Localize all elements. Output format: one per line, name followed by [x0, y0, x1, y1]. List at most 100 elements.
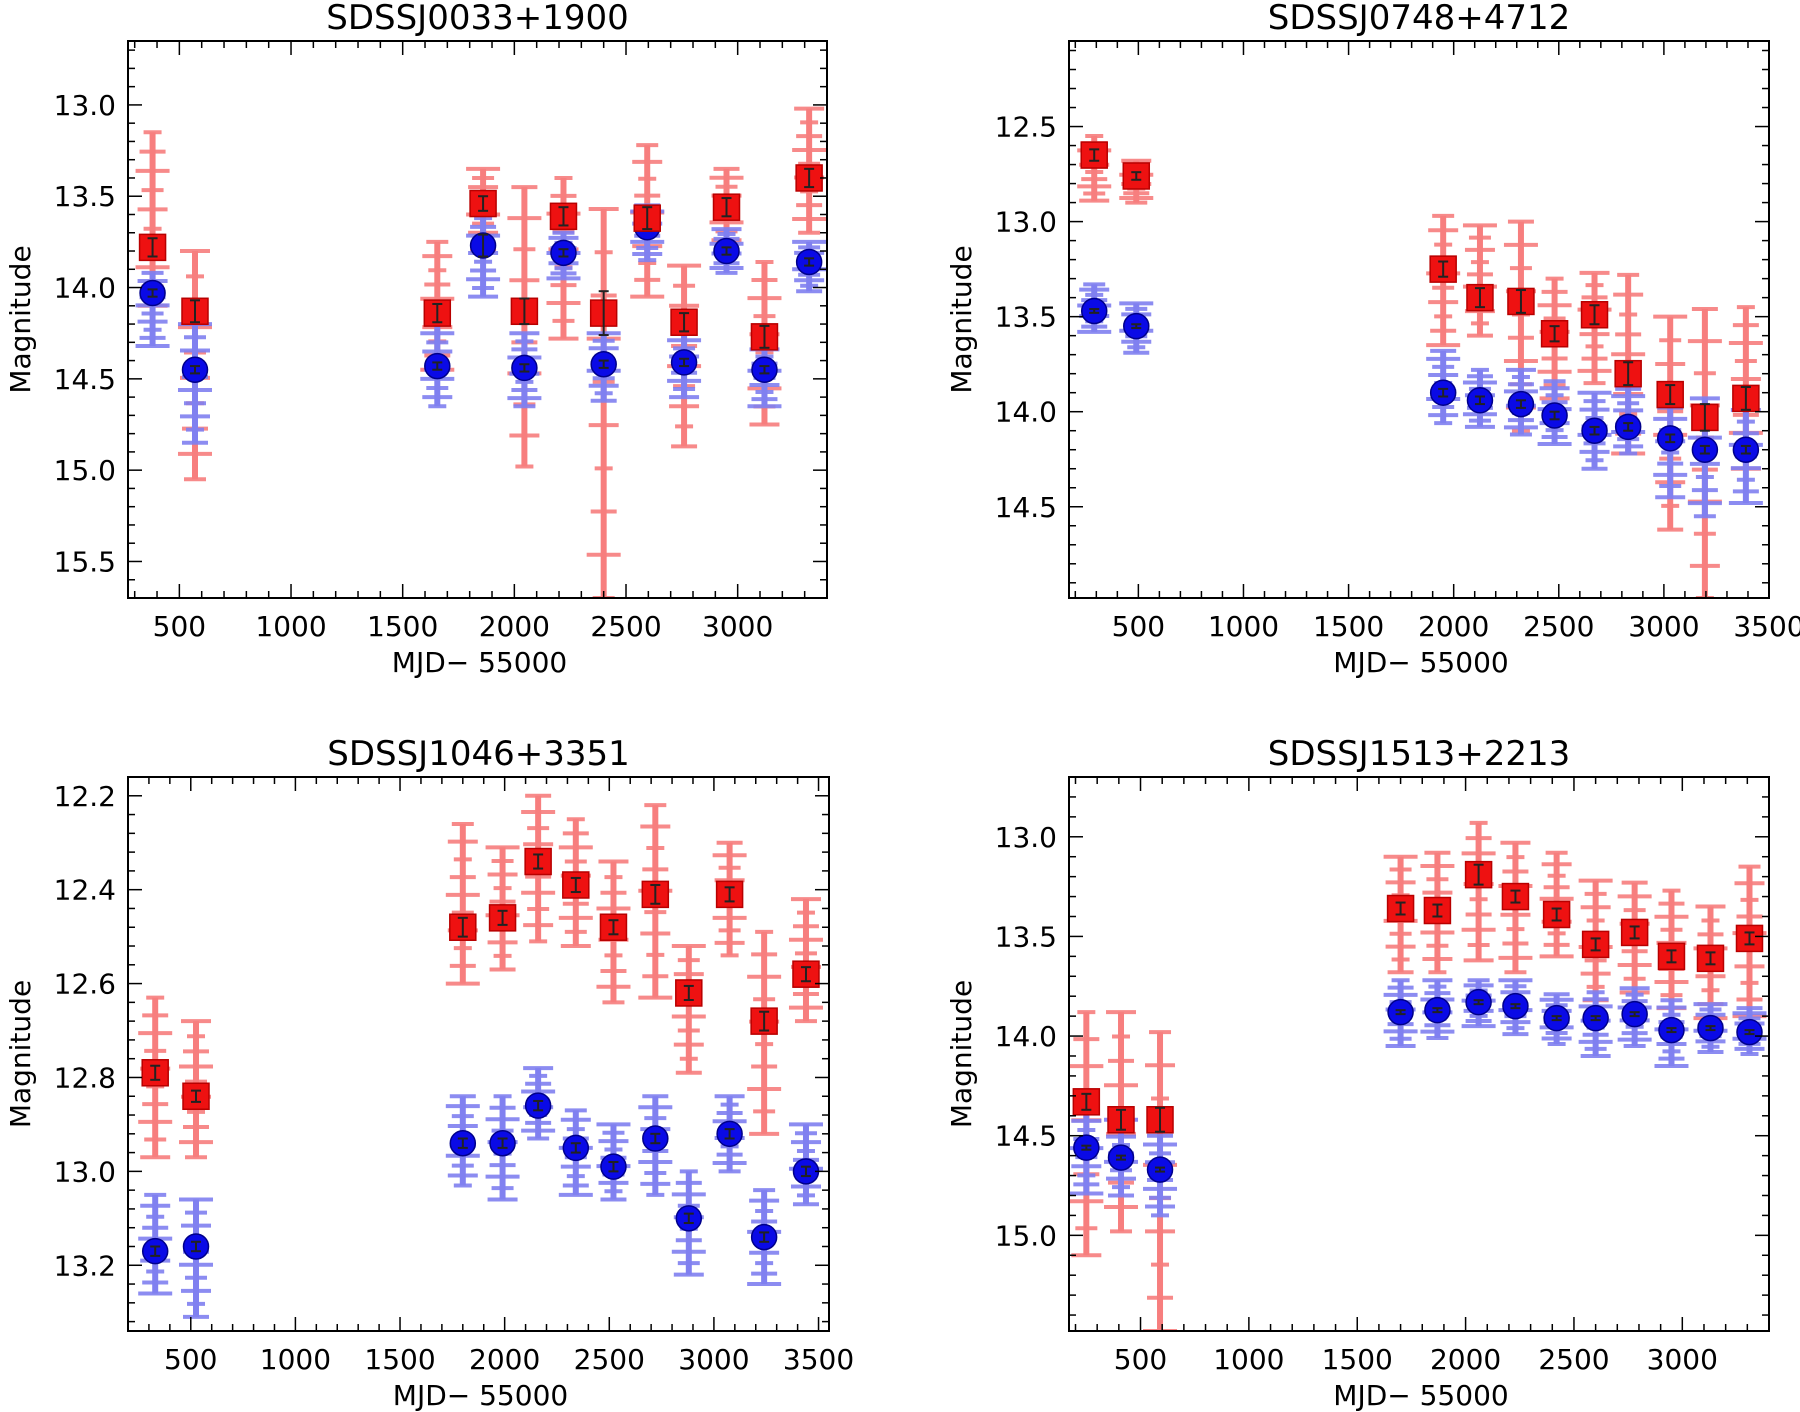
blue-error-bar [1665, 433, 1676, 444]
red-error-bar [497, 909, 508, 926]
red-error-bar [1438, 260, 1449, 278]
blue-error-bar [1474, 395, 1485, 406]
red-error-bar [1744, 931, 1755, 946]
y-tick-label: 13.0 [54, 1155, 116, 1188]
x-tick-label: 2000 [1430, 1343, 1501, 1376]
x-tick-label: 1000 [260, 1343, 331, 1376]
blue-error-bar [558, 248, 569, 258]
plot-frame [1068, 776, 1770, 1332]
red-error-bar [189, 299, 200, 324]
x-axis-label: MJD− 55000 [393, 1379, 568, 1412]
blue-error-bar [457, 1137, 468, 1149]
x-tick-label: 2000 [469, 1343, 540, 1376]
blue-error-bar [721, 246, 732, 256]
x-tick-label: 1500 [367, 610, 438, 643]
x-tick-label: 3000 [1647, 1343, 1718, 1376]
blue-error-bar [1131, 323, 1142, 330]
red-point [1429, 255, 1457, 283]
x-tick-label: 1500 [1313, 610, 1384, 643]
y-axis-label: Magnitude [945, 980, 978, 1128]
x-tick-label: 2500 [574, 1343, 645, 1376]
red-error-bar [1473, 863, 1484, 886]
x-tick-label: 500 [164, 1343, 217, 1376]
x-tick-label: 2500 [1538, 1343, 1609, 1376]
panel-1: 500 1000 1500 2000 2500 3000 13.0 13.5 14.0 14.5 1… [4, 0, 828, 679]
red-error-bar [1629, 925, 1640, 940]
red-error-bar [1666, 949, 1677, 964]
red-error-bar [721, 197, 732, 218]
blue-error-bar [1551, 1015, 1562, 1022]
red-error-bar [804, 167, 815, 189]
plot-area [135, 106, 827, 598]
y-tick-label: 14.5 [995, 491, 1057, 524]
x-tick-label: 2500 [1523, 610, 1594, 643]
blue-error-bar [1432, 1007, 1443, 1014]
red-error-bar [679, 312, 690, 333]
chart-title: SDSSJ1513+2213 [1268, 734, 1571, 774]
y-tick-label: 14.5 [54, 363, 116, 396]
y-tick-label: 13.5 [995, 301, 1057, 334]
blue-error-bar [1081, 1144, 1092, 1151]
blue-error-bar [679, 357, 690, 368]
y-tick-label: 14.0 [995, 396, 1057, 429]
blue-error-bar [570, 1142, 581, 1154]
y-tick-label: 14.5 [995, 1120, 1057, 1153]
blue-error-bar [1089, 308, 1100, 314]
x-tick-label: 500 [1114, 1343, 1167, 1376]
x-tick-label: 1500 [364, 1343, 435, 1376]
x-axis-label: MJD− 55000 [1333, 1379, 1508, 1412]
x-axis-label: MJD− 55000 [392, 646, 567, 679]
blue-error-bar [598, 359, 609, 369]
x-tick-label: 3500 [1733, 610, 1800, 643]
x-tick-label: 2000 [1418, 610, 1489, 643]
plot-area [1077, 134, 1763, 598]
blue-error-bar [1155, 1166, 1166, 1173]
red-error-bar [1131, 171, 1142, 181]
red-error-bar [478, 195, 489, 212]
y-tick-label: 13.5 [54, 180, 116, 213]
blue-error-bar [497, 1137, 508, 1149]
blue-error-bar [1438, 387, 1449, 398]
y-tick-label: 12.2 [54, 780, 116, 813]
y-tick-label: 13.0 [54, 89, 116, 122]
blue-error-bar [1705, 1025, 1716, 1032]
chart-title: SDSSJ0748+4712 [1268, 0, 1571, 38]
red-error-bar [1705, 951, 1716, 966]
x-tick-label: 2000 [479, 610, 550, 643]
blue-error-bar [1623, 422, 1634, 432]
y-axis-label: Magnitude [4, 980, 37, 1128]
red-error-bar [608, 919, 619, 936]
x-tick-label: 2500 [590, 610, 661, 643]
red-error-bar [1395, 901, 1406, 916]
red-error-bar [1590, 937, 1601, 952]
blue-error-bar [759, 365, 770, 375]
red-error-bar [558, 206, 569, 227]
y-tick-label: 14.0 [54, 272, 116, 305]
blue-error-bar [191, 1240, 202, 1253]
blue-error-bar [1510, 1003, 1521, 1010]
panel-4: 500 1000 1500 2000 2500 3000 13.0 13.5 14.0 14.5 1… [945, 734, 1770, 1412]
x-tick-label: 1500 [1322, 1343, 1393, 1376]
y-axis-label: Magnitude [945, 245, 978, 393]
blue-error-bar [1744, 1029, 1755, 1036]
red-error-bar [191, 1089, 202, 1103]
blue-error-bar [519, 363, 530, 373]
blue-error-bar [478, 233, 489, 258]
red-error-bar [598, 290, 609, 337]
red-error-bar [642, 206, 653, 231]
red-error-bar [1589, 304, 1600, 326]
red-error-bar [1551, 907, 1562, 922]
red-error-bar [570, 876, 581, 894]
red-error-bar [533, 853, 544, 870]
blue-error-bar [1589, 425, 1600, 436]
x-tick-label: 3000 [702, 610, 773, 643]
red-point [1122, 162, 1151, 190]
x-tick-label: 3000 [1628, 610, 1699, 643]
blue-error-bar [1740, 444, 1751, 455]
blue-error-bar [1629, 1011, 1640, 1018]
red-error-bar [1549, 325, 1560, 343]
red-error-bar [1089, 148, 1100, 162]
red-error-bar [724, 886, 735, 903]
plot-frame [1068, 40, 1770, 599]
red-error-bar [1740, 385, 1751, 411]
